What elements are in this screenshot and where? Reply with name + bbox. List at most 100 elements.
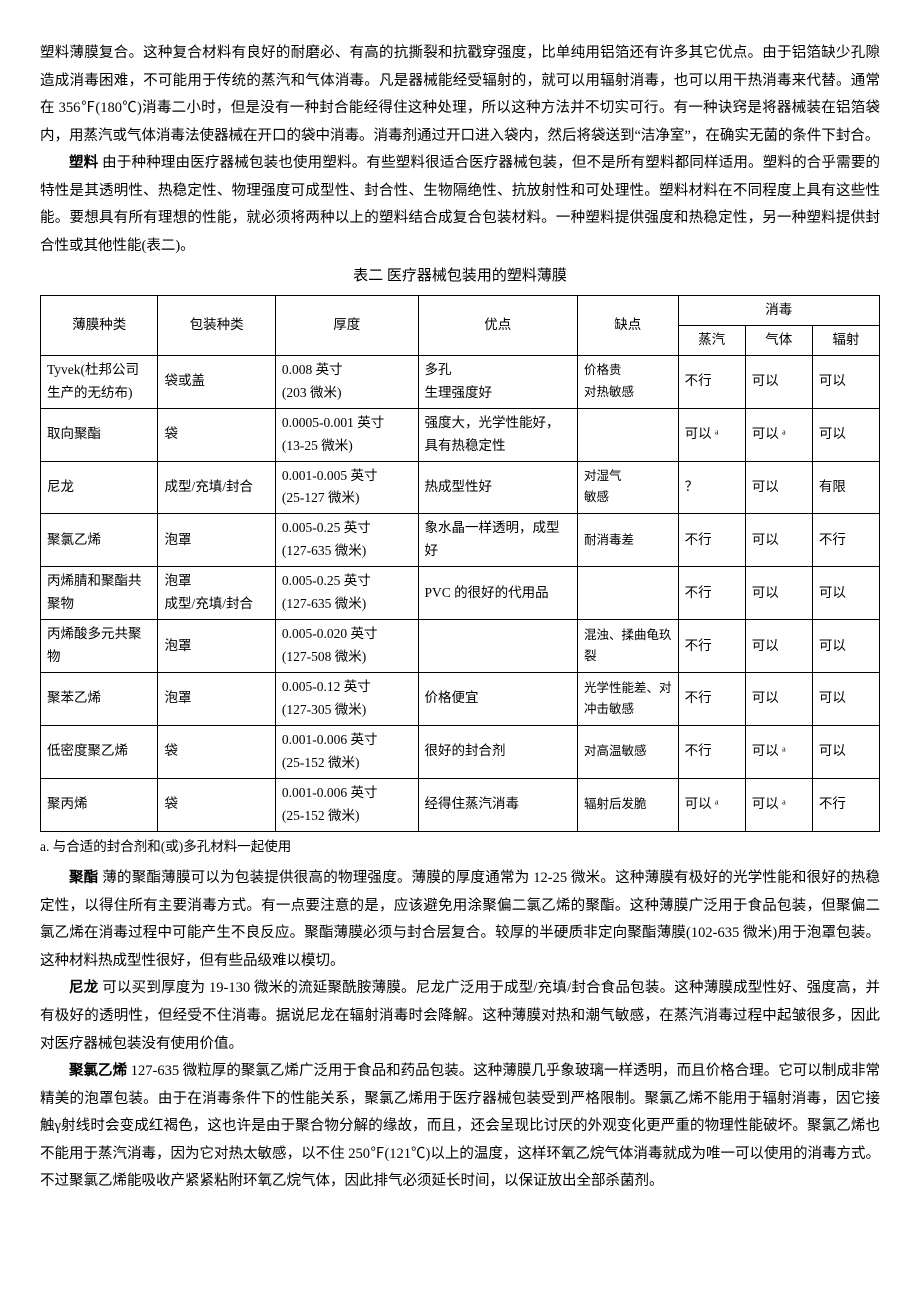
cell-steam: 不行 bbox=[678, 567, 745, 620]
cell-package-type: 袋或盖 bbox=[158, 355, 275, 408]
paragraph-4-body: 可以买到厚度为 19-130 微米的流延聚酰胺薄膜。尼龙广泛用于成型/充填/封合… bbox=[40, 980, 880, 1051]
paragraph-2: 塑料 由于种种理由医疗器械包装也使用塑料。有些塑料很适合医疗器械包装，但不是所有… bbox=[40, 150, 880, 260]
cell-advantage: 多孔生理强度好 bbox=[418, 355, 577, 408]
heading-plastic: 塑料 bbox=[69, 155, 98, 171]
table-row: Tyvek(杜邦公司生产的无纺布)袋或盖0.008 英寸(203 微米)多孔生理… bbox=[41, 355, 880, 408]
table-row: 尼龙成型/充填/封合0.001-0.005 英寸(25-127 微米)热成型性好… bbox=[41, 461, 880, 514]
cell-film-type: 聚氯乙烯 bbox=[41, 514, 158, 567]
th-steam: 蒸汽 bbox=[678, 325, 745, 355]
heading-polyester: 聚酯 bbox=[69, 870, 98, 886]
cell-package-type: 泡罩 bbox=[158, 673, 275, 726]
cell-film-type: 聚苯乙烯 bbox=[41, 673, 158, 726]
cell-package-type: 泡罩 bbox=[158, 620, 275, 673]
cell-steam: ？ bbox=[678, 461, 745, 514]
cell-radiation: 有限 bbox=[812, 461, 879, 514]
cell-gas: 可以 ᵃ bbox=[745, 725, 812, 778]
table-row: 取向聚酯袋0.0005-0.001 英寸(13-25 微米)强度大，光学性能好，… bbox=[41, 408, 880, 461]
cell-advantage: PVC 的很好的代用品 bbox=[418, 567, 577, 620]
th-disadvantage: 缺点 bbox=[577, 295, 678, 355]
th-sterilize-group: 消毒 bbox=[678, 295, 879, 325]
paragraph-2-body: 由于种种理由医疗器械包装也使用塑料。有些塑料很适合医疗器械包装，但不是所有塑料都… bbox=[40, 155, 880, 254]
cell-package-type: 袋 bbox=[158, 778, 275, 831]
cell-radiation: 不行 bbox=[812, 514, 879, 567]
cell-gas: 可以 bbox=[745, 514, 812, 567]
table-header-row-1: 薄膜种类 包装种类 厚度 优点 缺点 消毒 bbox=[41, 295, 880, 325]
table-row: 丙烯腈和聚酯共聚物泡罩 成型/充填/封合0.005-0.25 英寸(127-63… bbox=[41, 567, 880, 620]
cell-disadvantage: 对高温敏感 bbox=[577, 725, 678, 778]
cell-film-type: 聚丙烯 bbox=[41, 778, 158, 831]
cell-disadvantage: 混浊、揉曲龟玖裂 bbox=[577, 620, 678, 673]
cell-film-type: 丙烯腈和聚酯共聚物 bbox=[41, 567, 158, 620]
cell-disadvantage: 对湿气敏感 bbox=[577, 461, 678, 514]
cell-radiation: 可以 bbox=[812, 725, 879, 778]
paragraph-1: 塑料薄膜复合。这种复合材料有良好的耐磨必、有高的抗撕裂和抗戳穿强度，比单纯用铝箔… bbox=[40, 40, 880, 150]
th-package-type: 包装种类 bbox=[158, 295, 275, 355]
cell-package-type: 成型/充填/封合 bbox=[158, 461, 275, 514]
cell-radiation: 可以 bbox=[812, 673, 879, 726]
cell-gas: 可以 bbox=[745, 673, 812, 726]
th-radiation: 辐射 bbox=[812, 325, 879, 355]
table-title: 表二 医疗器械包装用的塑料薄膜 bbox=[40, 262, 880, 291]
cell-gas: 可以 bbox=[745, 355, 812, 408]
cell-steam: 可以 ᵃ bbox=[678, 778, 745, 831]
table-row: 丙烯酸多元共聚物泡罩0.005-0.020 英寸(127-508 微米) 混浊、揉… bbox=[41, 620, 880, 673]
th-film-type: 薄膜种类 bbox=[41, 295, 158, 355]
cell-thickness: 0.005-0.12 英寸(127-305 微米) bbox=[275, 673, 418, 726]
cell-advantage: 价格便宜 bbox=[418, 673, 577, 726]
cell-gas: 可以 bbox=[745, 461, 812, 514]
cell-film-type: 丙烯酸多元共聚物 bbox=[41, 620, 158, 673]
cell-advantage: 象水晶一样透明，成型好 bbox=[418, 514, 577, 567]
cell-package-type: 袋 bbox=[158, 408, 275, 461]
cell-advantage: 很好的封合剂 bbox=[418, 725, 577, 778]
table-row: 聚苯乙烯泡罩0.005-0.12 英寸(127-305 微米)价格便宜光学性能差… bbox=[41, 673, 880, 726]
cell-advantage: 经得住蒸汽消毒 bbox=[418, 778, 577, 831]
table-row: 低密度聚乙烯袋0.001-0.006 英寸(25-152 微米)很好的封合剂对高… bbox=[41, 725, 880, 778]
cell-gas: 可以 ᵃ bbox=[745, 408, 812, 461]
cell-thickness: 0.005-0.020 英寸(127-508 微米) bbox=[275, 620, 418, 673]
cell-package-type: 泡罩 bbox=[158, 514, 275, 567]
cell-radiation: 可以 bbox=[812, 408, 879, 461]
cell-steam: 可以 ᵃ bbox=[678, 408, 745, 461]
heading-nylon: 尼龙 bbox=[69, 980, 98, 996]
cell-film-type: Tyvek(杜邦公司生产的无纺布) bbox=[41, 355, 158, 408]
table-footnote: a. 与合适的封合剂和(或)多孔材料一起使用 bbox=[40, 834, 880, 860]
table-row: 聚丙烯袋0.001-0.006 英寸(25-152 微米)经得住蒸汽消毒辐射后发… bbox=[41, 778, 880, 831]
cell-thickness: 0.008 英寸(203 微米) bbox=[275, 355, 418, 408]
cell-advantage: 强度大，光学性能好，具有热稳定性 bbox=[418, 408, 577, 461]
cell-thickness: 0.0005-0.001 英寸(13-25 微米) bbox=[275, 408, 418, 461]
plastic-film-table: 薄膜种类 包装种类 厚度 优点 缺点 消毒 蒸汽 气体 辐射 Tyvek(杜邦公… bbox=[40, 295, 880, 832]
cell-radiation: 可以 bbox=[812, 355, 879, 408]
cell-thickness: 0.001-0.006 英寸(25-152 微米) bbox=[275, 778, 418, 831]
cell-advantage: 热成型性好 bbox=[418, 461, 577, 514]
paragraph-5: 聚氯乙烯 127-635 微粒厚的聚氯乙烯广泛用于食品和药品包装。这种薄膜几乎象… bbox=[40, 1058, 880, 1196]
paragraph-3: 聚酯 薄的聚酯薄膜可以为包装提供很高的物理强度。薄膜的厚度通常为 12-25 微… bbox=[40, 865, 880, 975]
cell-gas: 可以 bbox=[745, 567, 812, 620]
cell-package-type: 泡罩 成型/充填/封合 bbox=[158, 567, 275, 620]
cell-film-type: 取向聚酯 bbox=[41, 408, 158, 461]
cell-steam: 不行 bbox=[678, 620, 745, 673]
cell-steam: 不行 bbox=[678, 673, 745, 726]
th-thickness: 厚度 bbox=[275, 295, 418, 355]
cell-gas: 可以 ᵃ bbox=[745, 778, 812, 831]
table-row: 聚氯乙烯泡罩0.005-0.25 英寸(127-635 微米)象水晶一样透明，成… bbox=[41, 514, 880, 567]
cell-radiation: 可以 bbox=[812, 620, 879, 673]
cell-thickness: 0.001-0.005 英寸(25-127 微米) bbox=[275, 461, 418, 514]
paragraph-3-body: 薄的聚酯薄膜可以为包装提供很高的物理强度。薄膜的厚度通常为 12-25 微米。这… bbox=[40, 870, 880, 969]
cell-disadvantage: 耐消毒差 bbox=[577, 514, 678, 567]
cell-disadvantage: 价格贵对热敏感 bbox=[577, 355, 678, 408]
cell-film-type: 尼龙 bbox=[41, 461, 158, 514]
cell-package-type: 袋 bbox=[158, 725, 275, 778]
cell-thickness: 0.001-0.006 英寸(25-152 微米) bbox=[275, 725, 418, 778]
paragraph-4: 尼龙 可以买到厚度为 19-130 微米的流延聚酰胺薄膜。尼龙广泛用于成型/充填… bbox=[40, 975, 880, 1058]
cell-gas: 可以 bbox=[745, 620, 812, 673]
cell-steam: 不行 bbox=[678, 514, 745, 567]
cell-thickness: 0.005-0.25 英寸(127-635 微米) bbox=[275, 567, 418, 620]
cell-thickness: 0.005-0.25 英寸(127-635 微米) bbox=[275, 514, 418, 567]
cell-steam: 不行 bbox=[678, 355, 745, 408]
th-gas: 气体 bbox=[745, 325, 812, 355]
cell-advantage bbox=[418, 620, 577, 673]
paragraph-5-body: 127-635 微粒厚的聚氯乙烯广泛用于食品和药品包装。这种薄膜几乎象玻璃一样透… bbox=[40, 1063, 880, 1189]
cell-disadvantage bbox=[577, 408, 678, 461]
heading-pvc: 聚氯乙烯 bbox=[69, 1063, 127, 1079]
cell-steam: 不行 bbox=[678, 725, 745, 778]
